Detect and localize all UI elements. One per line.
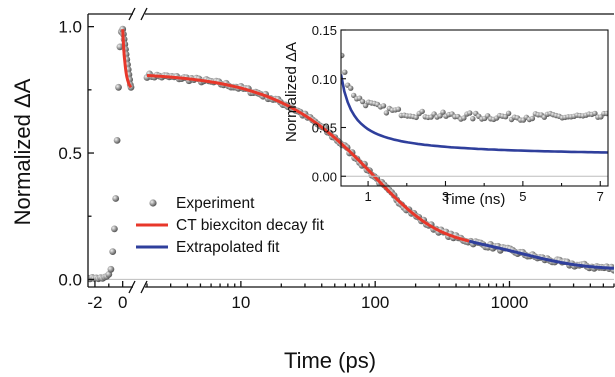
axis-break-bottom <box>140 280 148 294</box>
inset-experiment-point <box>437 113 443 119</box>
inset-y-tick-label: 0.05 <box>312 121 337 136</box>
axis-break-top <box>128 7 136 21</box>
axis-break-top <box>140 7 148 21</box>
y-axis-title: Normalized ΔA <box>10 78 35 225</box>
experiment-point <box>115 83 122 91</box>
inset-experiment-point <box>342 69 348 75</box>
x-tick-label: -2 <box>87 293 102 312</box>
inset-y-tick-label: 0.00 <box>312 169 337 184</box>
fit-series <box>121 29 614 270</box>
x-tick-label: 1000 <box>491 293 529 312</box>
inset-experiment-point <box>529 115 536 122</box>
main-axes: 0.0 0.5 1.0 -2 0 10 100 1000 <box>58 7 615 312</box>
x-tick-label: 100 <box>361 293 389 312</box>
inset-axes: 0.00 0.05 0.10 0.15 1 3 5 7 <box>312 23 609 204</box>
inset-x-tick-label: 3 <box>442 189 449 204</box>
inset-experiment-point <box>604 110 608 117</box>
inset-experiment-point <box>461 115 467 121</box>
inset-chart: 0.00 0.05 0.10 0.15 1 3 5 7 Time (ns) Normalize… <box>283 23 609 208</box>
experiment-point <box>112 195 120 202</box>
inset-extrapolated-line <box>341 74 608 154</box>
inset-experiment-point <box>359 98 366 105</box>
legend-marker-experiment <box>149 199 157 207</box>
x-tick-label: 10 <box>231 293 250 312</box>
inset-experiment-point <box>592 110 598 117</box>
x-tick-label: 0 <box>118 293 127 312</box>
inset-experiment-point <box>413 114 419 121</box>
inset-y-tick-label: 0.15 <box>312 23 337 38</box>
inset-experiment-point <box>505 110 512 117</box>
ct-fit-early-line <box>121 29 133 89</box>
inset-experiment-point <box>380 103 387 109</box>
inset-experiment-series <box>341 52 608 123</box>
inset-x-axis-title: Time (ns) <box>443 191 506 208</box>
axis-break-bottom <box>128 280 136 294</box>
x-axis-title: Time (ps) <box>284 348 376 373</box>
experiment-point <box>109 248 117 256</box>
inset-experiment-point <box>341 52 345 59</box>
experiment-point <box>111 225 118 233</box>
ct-fit-line <box>146 74 470 243</box>
inset-x-tick-label: 5 <box>519 189 526 204</box>
legend-label: CT biexciton decay fit <box>176 217 325 234</box>
inset-experiment-point <box>467 110 473 116</box>
inset-frame <box>340 29 609 187</box>
legend-label: Extrapolated fit <box>176 239 280 256</box>
inset-experiment-point <box>419 108 425 115</box>
inset-y-axis-title: Normalized ΔA <box>283 42 300 142</box>
inset-x-tick-label: 1 <box>364 189 371 204</box>
inset-y-tick-label: 0.10 <box>312 72 337 87</box>
inset-experiment-point <box>470 116 476 122</box>
y-tick-label: 0.5 <box>58 144 82 163</box>
experiment-series <box>88 25 614 283</box>
y-tick-label: 0.0 <box>58 270 82 289</box>
experiment-point <box>105 271 113 278</box>
inset-experiment-point <box>440 109 446 115</box>
inset-x-tick-label: 7 <box>597 189 604 204</box>
legend-label: Experiment <box>176 195 255 212</box>
inset-experiment-point <box>395 106 402 112</box>
inset-extrapolated-fit <box>341 74 608 154</box>
experiment-point <box>107 265 115 273</box>
inset-experiment-point <box>348 85 354 91</box>
legend: Experiment CT biexciton decay fit Extrapol… <box>136 195 325 256</box>
y-tick-label: 1.0 <box>58 18 82 37</box>
experiment-point <box>113 137 121 144</box>
extrapolated-fit-line <box>468 239 614 270</box>
inset-experiment-point <box>383 110 390 116</box>
